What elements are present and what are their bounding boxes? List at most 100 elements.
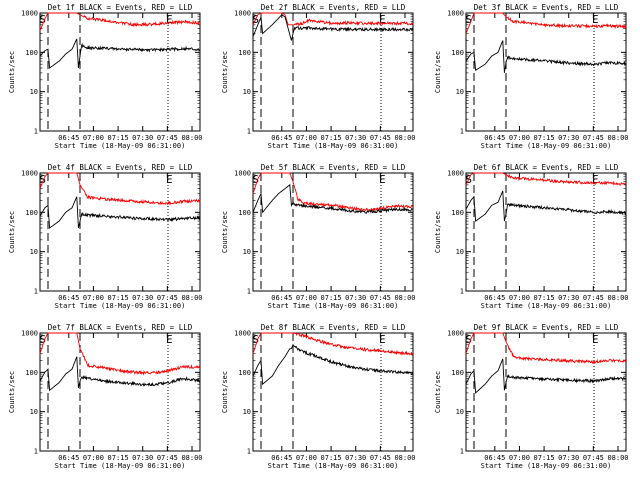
x-tick-label: 07:00 [509,134,530,142]
x-tick-label: 06:45 [58,454,79,462]
x-tick-label: 07:30 [132,134,153,142]
x-tick-label: 06:45 [271,454,292,462]
y-tick-label: 10 [456,248,464,256]
y-tick-label: 100 [451,369,464,377]
marker-label: S [465,333,472,346]
x-tick-label: 07:30 [558,454,579,462]
x-tick-label: 07:00 [296,454,317,462]
x-tick-label: 06:45 [271,294,292,302]
plot-frame [39,12,201,132]
x-tick-label: 07:30 [345,134,366,142]
y-tick-label: 100 [451,49,464,57]
x-tick-label: 07:30 [132,294,153,302]
chart-panel: Det 8f BLACK = Events, RED = LLD 1 10 100 10… [221,323,416,470]
series-line-black [465,40,626,73]
y-axis-label: Counts/sec [434,371,442,413]
x-tick-label: 07:15 [534,454,555,462]
x-axis-label: Start Time (18-May-09 06:31:00) [268,302,399,310]
y-tick-label: 10 [243,248,251,256]
x-tick-label: 07:45 [583,454,604,462]
series-line-red [252,12,414,28]
chart-panel: Det 3f BLACK = Events, RED = LLD 1 10 100 10… [434,3,629,150]
y-tick-label: 1000 [234,330,251,338]
y-tick-label: 100 [451,209,464,217]
series-line-black [39,356,201,392]
y-tick-label: 1 [247,288,251,296]
x-tick-label: 06:45 [484,294,505,302]
plot-frame [252,12,414,132]
chart-title: Det 4f BLACK = Events, RED = LLD [48,163,193,172]
x-tick-label: 07:45 [157,134,178,142]
x-tick-label: 06:45 [58,294,79,302]
x-tick-label: 07:45 [157,294,178,302]
x-tick-label: 07:15 [108,294,129,302]
x-tick-label: 07:15 [321,454,342,462]
marker-label: S [39,173,46,186]
chart-title: Det 3f BLACK = Events, RED = LLD [474,3,619,12]
y-tick-label: 10 [30,248,38,256]
marker-label: S [465,13,472,26]
marker-label: E [379,173,386,186]
plot-frame [39,332,201,452]
y-tick-label: 10 [243,408,251,416]
series-line-red [465,332,627,365]
marker-label: E [592,173,599,186]
y-tick-label: 100 [25,369,38,377]
series-line-red [252,172,413,212]
x-tick-label: 07:00 [83,454,104,462]
plot-frame [252,172,414,292]
chart-panel: Det 4f BLACK = Events, RED = LLD 1 10 100 10… [8,163,203,310]
y-tick-label: 100 [238,49,251,57]
x-tick-label: 08:00 [394,134,415,142]
x-axis-label: Start Time (18-May-09 06:31:00) [55,302,186,310]
x-tick-label: 07:45 [370,294,391,302]
y-tick-label: 1000 [447,10,464,18]
x-tick-label: 08:00 [607,294,628,302]
x-axis-label: Start Time (18-May-09 06:31:00) [268,462,399,470]
x-tick-label: 07:00 [83,134,104,142]
x-tick-label: 07:15 [108,134,129,142]
x-tick-label: 07:45 [370,134,391,142]
chart-title: Det 5f BLACK = Events, RED = LLD [261,163,406,172]
y-tick-label: 100 [25,209,38,217]
chart-title: Det 9f BLACK = Events, RED = LLD [474,323,619,332]
chart-panel: Det 7f BLACK = Events, RED = LLD 1 10 100 10… [8,323,203,470]
y-tick-label: 1 [460,288,464,296]
series-line-red [39,12,201,32]
x-tick-label: 07:15 [534,134,555,142]
plot-frame [465,332,627,452]
x-tick-label: 06:45 [58,134,79,142]
marker-label: S [252,333,259,346]
x-tick-label: 07:00 [509,294,530,302]
x-tick-label: 07:00 [296,294,317,302]
plot-frame [465,12,627,132]
x-tick-label: 07:15 [534,294,555,302]
x-axis-label: Start Time (18-May-09 06:31:00) [268,142,399,150]
plot-frame [39,172,201,292]
y-axis-label: Counts/sec [221,211,229,253]
chart-panel: Det 6f BLACK = Events, RED = LLD 1 10 100 10… [434,163,629,310]
chart-panel: Det 2f BLACK = Events, RED = LLD 1 10 100 10… [221,3,416,150]
marker-label: E [379,13,386,26]
y-axis-label: Counts/sec [8,211,16,253]
chart-title: Det 1f BLACK = Events, RED = LLD [48,3,193,12]
chart-panel: Det 1f BLACK = Events, RED = LLD 1 10 100 10… [8,3,203,150]
y-axis-label: Counts/sec [8,51,16,93]
series-line-red [39,172,201,206]
x-tick-label: 08:00 [181,294,202,302]
marker-label: S [252,173,259,186]
y-tick-label: 10 [30,408,38,416]
x-tick-label: 08:00 [181,454,202,462]
x-tick-label: 07:30 [132,454,153,462]
y-tick-label: 1 [460,128,464,136]
series-line-red [465,172,627,186]
series-line-red [252,332,414,357]
y-axis-label: Counts/sec [434,51,442,93]
y-axis-label: Counts/sec [434,211,442,253]
x-tick-label: 07:45 [583,294,604,302]
series-line-black [465,358,627,394]
y-tick-label: 1 [34,448,38,456]
x-tick-label: 07:30 [345,454,366,462]
plot-frame [252,332,414,452]
y-tick-label: 1 [34,288,38,296]
